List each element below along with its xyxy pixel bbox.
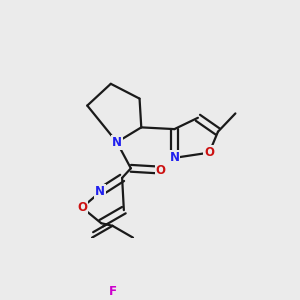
Text: N: N	[95, 185, 105, 198]
Text: O: O	[155, 164, 166, 177]
Text: F: F	[109, 285, 116, 298]
Text: O: O	[77, 201, 87, 214]
Text: N: N	[112, 136, 122, 149]
Text: N: N	[169, 152, 179, 164]
Text: O: O	[204, 146, 214, 159]
